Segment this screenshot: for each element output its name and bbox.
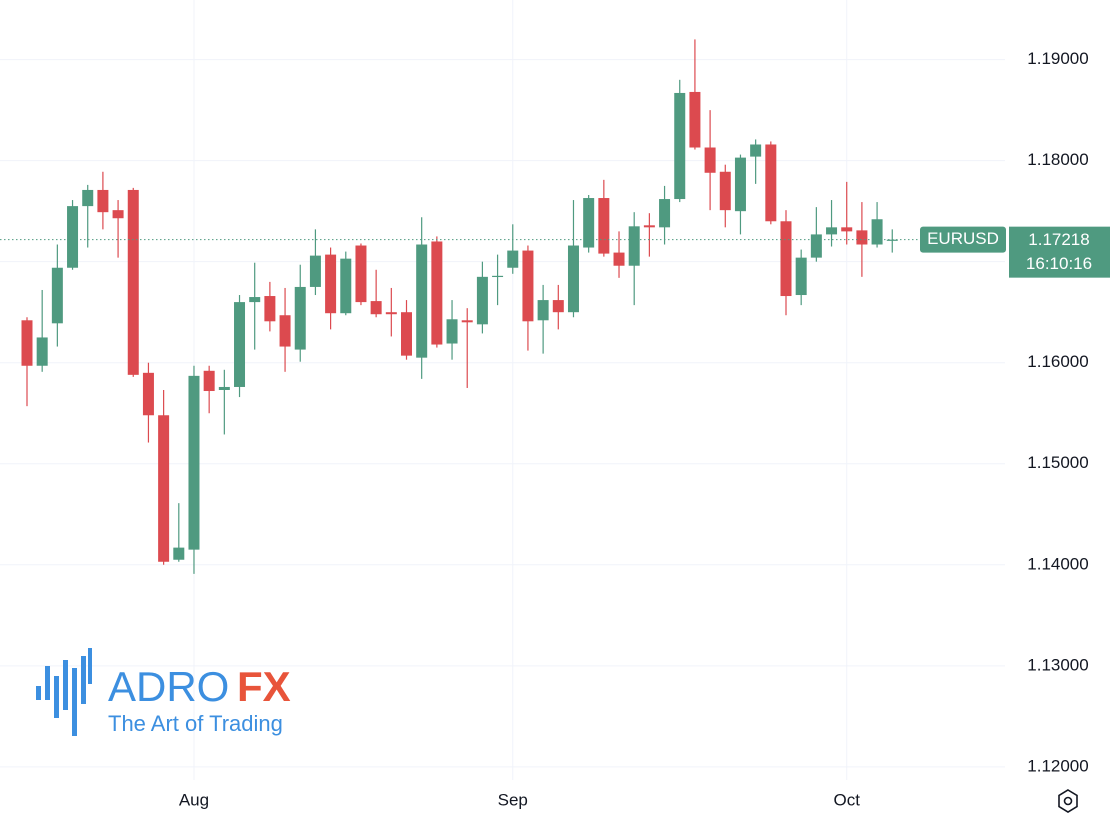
price-label: 1.17218 <box>1028 230 1089 249</box>
logo-bar <box>36 686 41 700</box>
settings-dot[interactable] <box>1063 796 1073 806</box>
candle-body <box>461 320 473 323</box>
candle-body <box>340 258 352 314</box>
candle-body <box>112 210 124 219</box>
candle-body <box>385 312 397 315</box>
candle-body <box>689 91 701 148</box>
candle-body <box>628 226 640 266</box>
x-tick-label: Aug <box>179 790 209 809</box>
candle-body <box>82 189 94 207</box>
candle-body <box>309 255 321 287</box>
candle-body <box>36 337 48 366</box>
candle-body <box>355 245 367 303</box>
candle-body <box>613 252 625 266</box>
candle-body <box>841 227 853 232</box>
logo-tagline: The Art of Trading <box>108 711 283 736</box>
candle-body <box>21 320 33 366</box>
candle-body <box>719 171 731 211</box>
price-tag <box>1009 226 1110 278</box>
candles <box>21 39 898 574</box>
candle-body <box>537 300 549 321</box>
candle-body <box>507 250 519 268</box>
candle-body <box>188 375 200 550</box>
logo-bar <box>72 668 77 736</box>
candle-body <box>552 300 564 313</box>
candle-body <box>871 219 883 245</box>
axes: 1.120001.130001.140001.150001.160001.170… <box>0 49 1110 809</box>
candle-body <box>659 199 671 228</box>
candle-body <box>203 370 215 392</box>
candle-body <box>264 296 276 322</box>
settings-icon[interactable] <box>1058 789 1078 813</box>
logo-bar <box>63 660 68 710</box>
candle-body <box>416 244 428 358</box>
candle-body <box>643 225 655 228</box>
candle-body <box>598 198 610 254</box>
logo-bar <box>54 676 59 718</box>
candle-body <box>583 198 595 248</box>
candle-body <box>674 92 686 200</box>
candle-body <box>51 267 63 324</box>
candle-body <box>750 144 762 157</box>
symbol-label: EURUSD <box>927 229 999 248</box>
candle-body <box>142 372 154 416</box>
y-tick-label: 1.13000 <box>1027 655 1088 674</box>
logo-bar <box>81 656 86 704</box>
candle-body <box>279 315 291 347</box>
y-tick-label: 1.19000 <box>1027 49 1088 68</box>
candle-body <box>886 239 898 241</box>
logo-bar <box>88 648 92 684</box>
candle-body <box>810 234 822 258</box>
x-tick-label: Oct <box>833 790 860 809</box>
candle-body <box>826 227 838 235</box>
candle-body <box>234 302 246 387</box>
candle-body <box>401 312 412 356</box>
y-tick-label: 1.12000 <box>1027 756 1088 775</box>
x-tick-label: Sep <box>498 790 528 809</box>
candle-body <box>476 276 488 325</box>
logo-accent: FX <box>237 663 291 710</box>
candle-body <box>795 257 807 296</box>
candle-body <box>446 319 458 344</box>
candle-body <box>127 189 139 375</box>
logo-brand: ADRO <box>108 663 229 710</box>
candle-body <box>158 415 170 562</box>
candle-body <box>567 245 579 313</box>
candle-body <box>856 230 868 245</box>
y-tick-label: 1.14000 <box>1027 554 1088 573</box>
candle-body <box>522 250 534 322</box>
settings-hexagon[interactable] <box>1058 789 1078 813</box>
candle-body <box>294 286 306 350</box>
logo: ADRO FX The Art of Trading <box>36 648 291 736</box>
logo-bar <box>45 666 50 700</box>
candle-body <box>704 147 716 173</box>
symbol-tag <box>920 226 1006 253</box>
candle-body <box>97 189 109 213</box>
candle-body <box>492 275 504 278</box>
candle-body <box>765 144 777 222</box>
countdown-label: 16:10:16 <box>1026 254 1092 273</box>
candle-body <box>325 254 337 314</box>
y-tick-label: 1.18000 <box>1027 150 1088 169</box>
candle-body <box>734 157 746 212</box>
candle-body <box>431 241 443 345</box>
candle-body <box>67 206 79 268</box>
y-tick-label: 1.16000 <box>1027 352 1088 371</box>
candle-body <box>173 547 185 560</box>
y-tick-label: 1.15000 <box>1027 453 1088 472</box>
candle-body <box>370 301 382 315</box>
candle-body <box>218 386 230 390</box>
candle-body <box>780 221 792 297</box>
candle-body <box>249 297 261 303</box>
